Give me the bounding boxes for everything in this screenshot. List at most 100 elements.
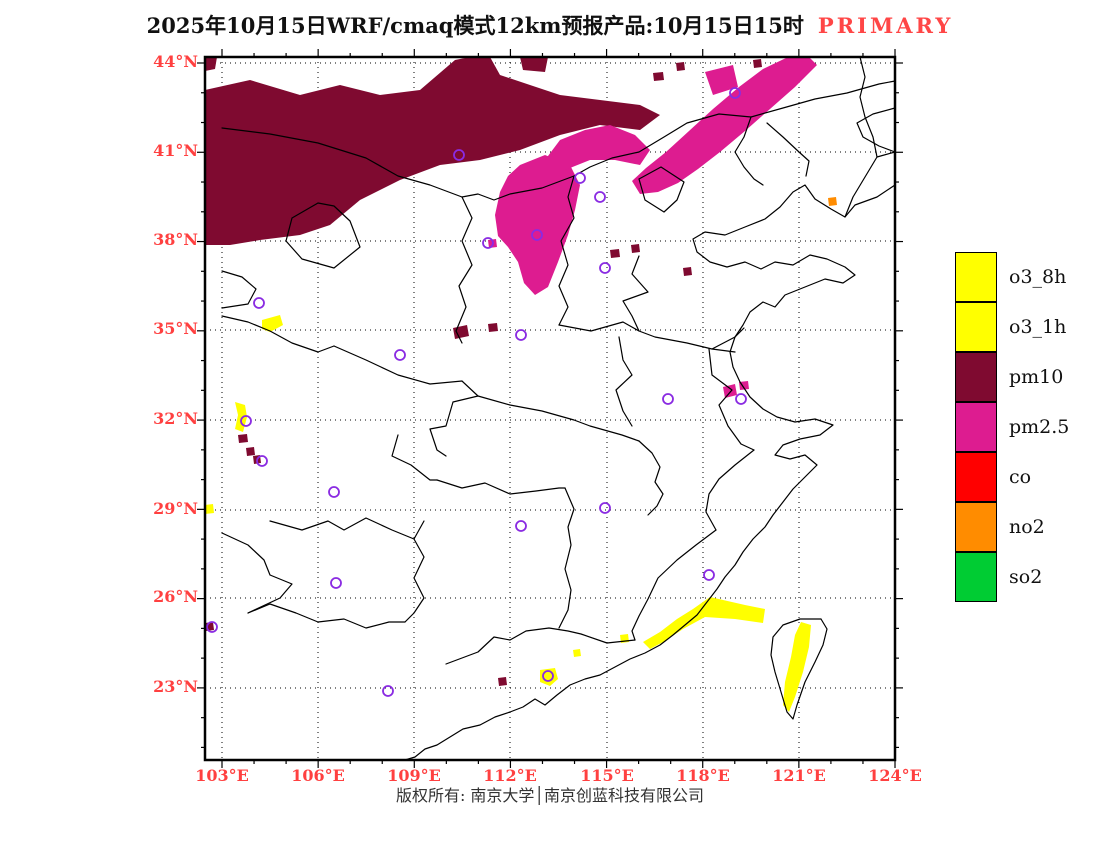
pollution-region-o3_8h [643,597,765,649]
pollution-region-pm10 [238,434,248,443]
city-marker [662,393,674,405]
boundary-line [770,618,828,720]
pollution-region-pm2.5 [705,65,738,95]
pollution-region-pm10 [631,244,640,253]
legend-item-o3_1h: o3_1h [955,301,1069,352]
legend-label: pm10 [1009,366,1064,388]
city-marker [206,621,218,633]
boundary-line [269,517,415,540]
boundary-line [391,434,438,481]
city-marker [735,393,747,405]
boundary-line [404,184,896,761]
boundary-line [844,56,878,218]
legend-label: so2 [1009,566,1043,588]
city-marker [515,329,527,341]
boundary-line [622,255,649,332]
city-marker [330,577,342,589]
lat-tick-label: 29°N [153,499,198,518]
no2-color-swatch [955,501,997,552]
boundary-line [558,487,575,629]
pollution-region-pm2.5 [495,155,580,295]
lat-tick-label: 38°N [153,230,198,249]
lon-tick-label: 124°E [868,766,922,785]
lon-tick-label: 103°E [195,766,249,785]
page-title: 2025年10月15日WRF/cmaq模式12km预报产品:10月15日15时 P… [0,10,1100,40]
boundary-line [333,345,479,457]
city-marker [240,415,252,427]
lat-tick-label: 26°N [153,587,198,606]
lat-tick-label: 44°N [153,52,198,71]
boundary-line [285,202,361,269]
boundary-line [477,395,640,442]
pollution-region-no2 [828,197,837,206]
boundary-line [734,116,764,186]
pollution-region-pm10 [488,323,498,332]
boundary-line [615,336,633,427]
pollution-region-pm2.5 [545,125,650,170]
city-marker [256,455,268,467]
pollution-region-pm10 [753,59,762,68]
pollution-region-o3_8h [573,649,581,657]
boundary-line [221,532,293,614]
boundary-line [221,315,335,353]
pollution-region-pm10 [246,447,255,456]
legend-label: no2 [1009,516,1045,538]
lon-tick-label: 106°E [291,766,345,785]
pollution-region-pm10 [653,72,664,81]
boundary-line [638,166,685,213]
boundary-line [558,321,736,353]
lat-tick-label: 32°N [153,409,198,428]
pollution-region-pm10 [498,677,507,686]
pollution-region-pm10 [205,57,217,71]
pollution-region-pm10 [453,325,469,339]
legend-item-no2: no2 [955,501,1069,552]
pollution-region-pm2.5 [723,384,737,398]
legend-label: co [1009,466,1032,488]
boundary-line [436,479,566,495]
boundary-line [221,270,257,309]
legend-item-so2: so2 [955,551,1069,602]
title-main: 2025年10月15日WRF/cmaq模式12km预报产品:10月15日15时 [146,13,804,38]
boundary-line [445,627,636,665]
legend-item-pm2.5: pm2.5 [955,401,1069,452]
boundary-line [631,529,717,641]
lon-tick-label: 112°E [483,766,537,785]
city-marker [382,685,394,697]
o3_8h-color-swatch [955,252,997,302]
pollution-region-pm2.5 [788,57,802,69]
lat-tick-label: 23°N [153,677,198,696]
pm10-color-swatch [955,351,997,402]
city-marker [453,149,465,161]
legend-label: o3_8h [1009,266,1067,288]
city-marker [515,520,527,532]
city-marker [253,297,265,309]
map-frame [203,55,897,762]
pollution-region-pm2.5 [632,58,817,194]
legend-item-co: co [955,451,1069,502]
forecast-map [197,49,903,768]
boundary-line [247,603,406,629]
legend-item-o3_8h: o3_8h [955,252,1069,302]
city-marker [599,502,611,514]
city-marker [599,262,611,274]
title-tag: PRIMARY [817,13,954,38]
so2-color-swatch [955,551,997,602]
lon-tick-label: 115°E [580,766,634,785]
legend-label: o3_1h [1009,316,1067,338]
city-marker [531,229,543,241]
city-marker [703,569,715,581]
pollutant-legend: o3_8h o3_1h pm10 pm2.5 co no2 so2 [955,252,1069,602]
boundary-line [221,80,896,201]
boundary-line [856,107,896,153]
boundary-line [705,449,755,531]
co-color-swatch [955,451,997,502]
city-marker [328,486,340,498]
pm2.5-color-swatch [955,401,997,452]
boundary-line [876,151,896,158]
boundary-line [558,175,575,326]
pollution-region-pm10 [520,57,548,72]
boundary-line [708,348,755,451]
legend-item-pm10: pm10 [955,351,1069,402]
city-marker [542,670,554,682]
